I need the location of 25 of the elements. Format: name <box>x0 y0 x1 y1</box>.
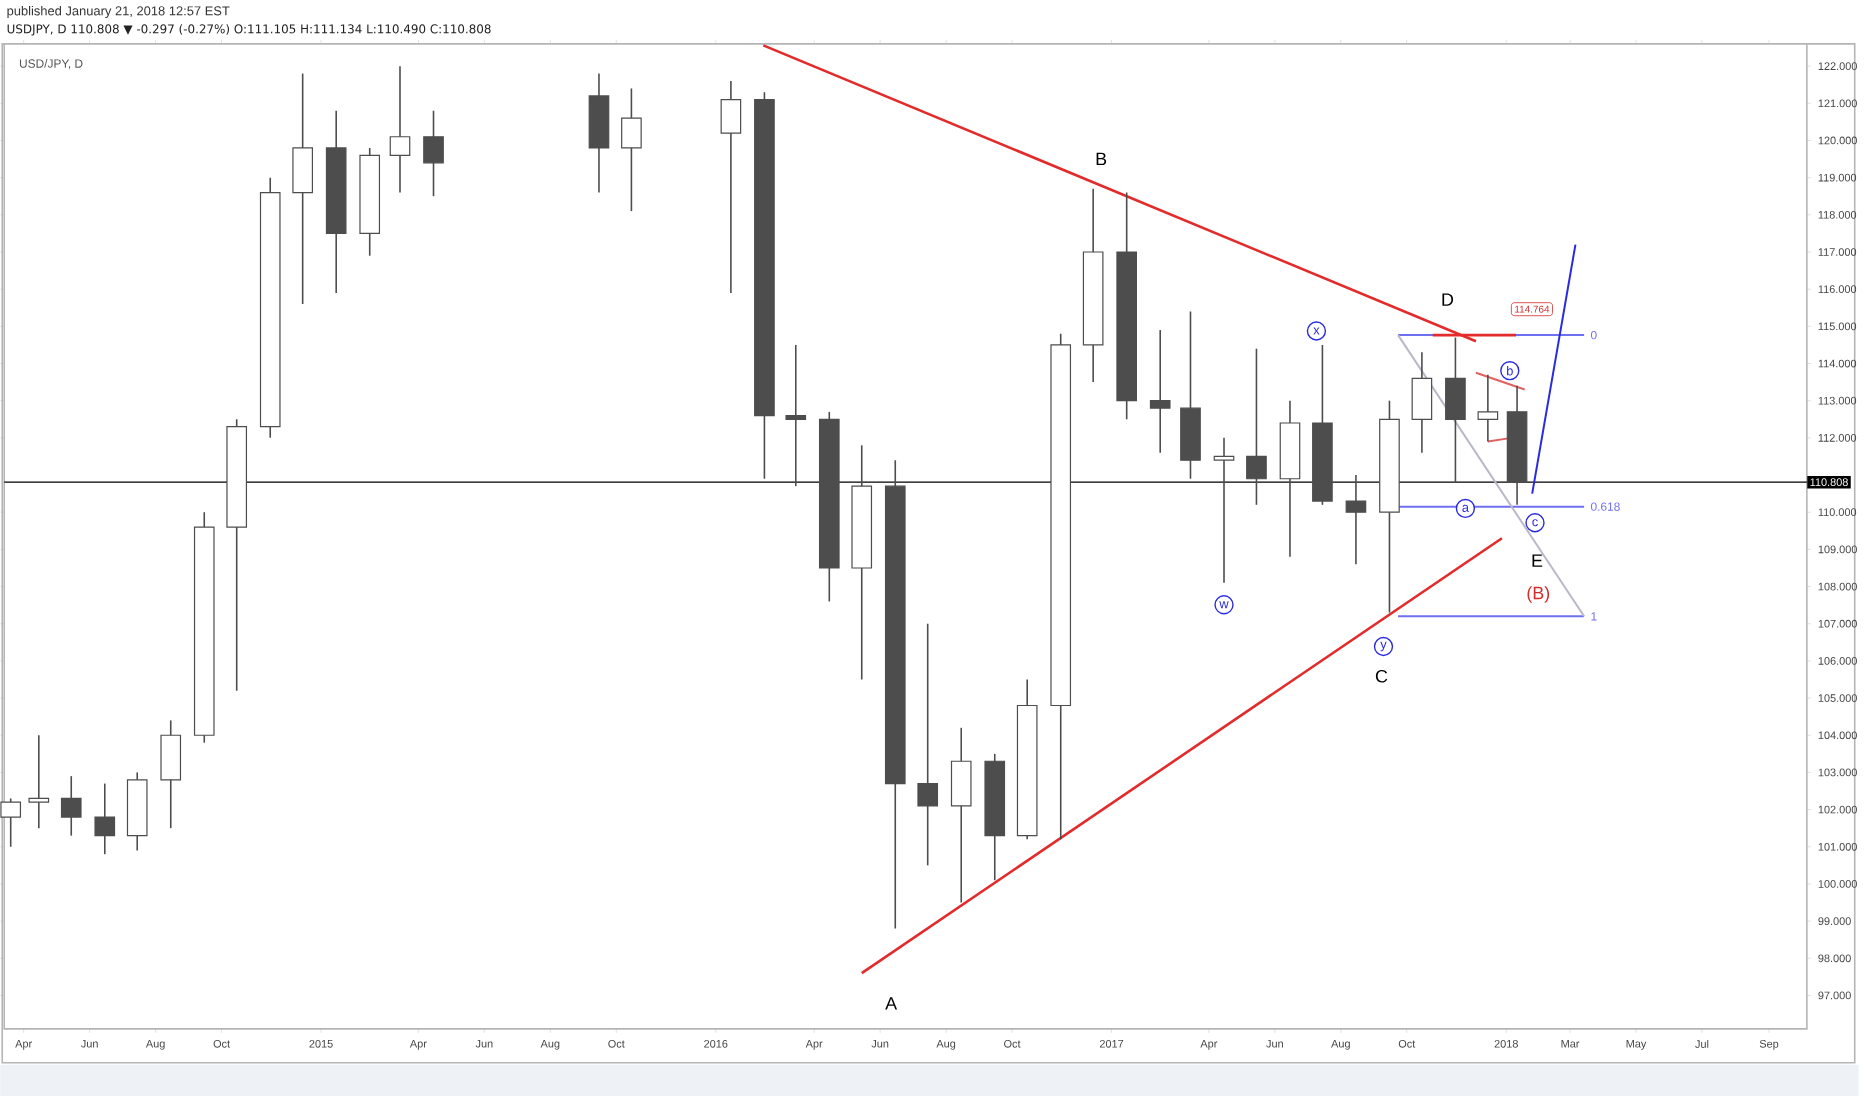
candlestick <box>28 734 50 829</box>
candlestick <box>1411 351 1433 454</box>
annotation: C <box>1375 669 1388 683</box>
candlestick <box>60 775 82 837</box>
candlestick <box>1213 436 1235 584</box>
annotation: B <box>1096 152 1107 165</box>
candlestick <box>1445 336 1466 483</box>
candlestick <box>1149 328 1171 454</box>
candlestick <box>1345 473 1367 565</box>
candlestick <box>1246 347 1267 506</box>
candlestick <box>785 343 807 487</box>
candlestick <box>950 726 972 903</box>
candlestick <box>94 782 116 855</box>
annotation: A <box>885 996 898 1010</box>
annotation: D <box>1442 293 1454 306</box>
candlestick <box>621 87 642 212</box>
annotation: (B) <box>1527 585 1550 603</box>
candlestick <box>160 719 182 829</box>
candlestick <box>1477 373 1499 443</box>
candlestick <box>389 65 411 193</box>
candlestick <box>720 79 742 294</box>
candlestick <box>292 72 313 305</box>
candlestick <box>423 109 444 197</box>
candlestick <box>917 622 939 866</box>
annotation: E <box>1532 554 1543 567</box>
